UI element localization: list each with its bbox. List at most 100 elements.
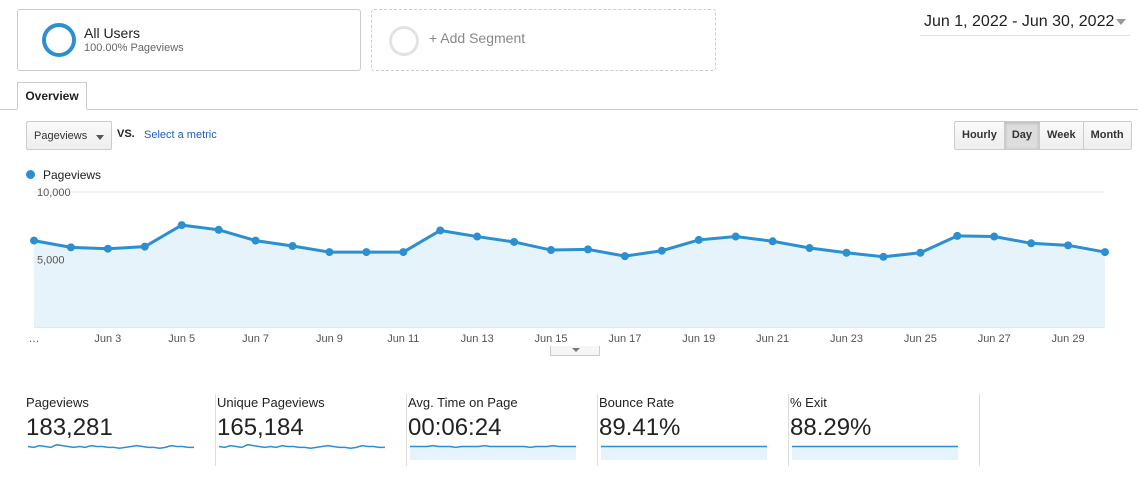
chart-legend: Pageviews <box>26 168 101 182</box>
add-segment-ring-icon <box>389 26 419 56</box>
summary-card-unique-pageviews[interactable]: Unique Pageviews 165,184 <box>217 392 407 470</box>
summary-value: 165,184 <box>217 414 304 441</box>
granularity-toggle: Hourly Day Week Month <box>954 121 1132 150</box>
summary-title: Unique Pageviews <box>217 395 325 410</box>
data-point <box>842 248 851 257</box>
granularity-day-button[interactable]: Day <box>1004 122 1041 149</box>
y-tick-label: 5,000 <box>37 255 65 267</box>
data-point <box>916 248 925 257</box>
date-range-picker[interactable]: Jun 1, 2022 - Jun 30, 2022 <box>920 12 1130 36</box>
sparkline-area <box>792 446 958 460</box>
x-tick-label: Jun 19 <box>682 333 715 345</box>
x-tick-label: Jun 3 <box>94 333 121 345</box>
x-tick-label: Jun 21 <box>756 333 789 345</box>
segment-ring-icon <box>42 23 76 57</box>
card-divider <box>406 394 407 466</box>
add-segment-button[interactable]: + Add Segment <box>371 9 716 71</box>
chevron-down-icon <box>96 135 104 140</box>
metric-dropdown[interactable]: Pageviews <box>26 121 112 150</box>
summary-title: % Exit <box>790 395 827 410</box>
sparkline <box>792 445 958 460</box>
sparkline <box>27 443 194 450</box>
x-tick-label: Jun 25 <box>904 333 937 345</box>
legend-dot-icon <box>26 170 35 179</box>
data-point <box>583 245 592 254</box>
metric-dropdown-label: Pageviews <box>34 130 88 142</box>
add-segment-label: + Add Segment <box>429 30 526 46</box>
select-metric-link[interactable]: Select a metric <box>144 129 217 141</box>
data-point <box>251 236 260 245</box>
data-point <box>1064 241 1073 250</box>
tab-overview[interactable]: Overview <box>17 82 87 110</box>
data-point <box>805 244 814 253</box>
x-tick-label: Jun 15 <box>535 333 568 345</box>
granularity-month-button[interactable]: Month <box>1083 122 1131 149</box>
collapse-chart-button[interactable] <box>550 346 600 356</box>
summary-card-pageviews[interactable]: Pageviews 183,281 <box>26 392 216 470</box>
data-point <box>953 231 962 240</box>
data-point <box>510 237 519 246</box>
data-point <box>325 248 334 257</box>
x-tick-label: Jun 27 <box>978 333 1011 345</box>
data-point <box>30 236 38 245</box>
sparkline-line <box>27 443 194 450</box>
card-divider <box>215 394 216 466</box>
tab-divider <box>0 109 1138 110</box>
x-tick-label: Jun 13 <box>461 333 494 345</box>
data-point <box>657 246 666 255</box>
card-divider <box>788 394 789 466</box>
x-tick-label: Jun 29 <box>1052 333 1085 345</box>
data-point <box>1027 239 1036 248</box>
y-tick-label: 10,000 <box>37 187 71 199</box>
summary-card-exit[interactable]: % Exit 88.29% <box>790 392 980 470</box>
x-tick-label: Jun 17 <box>608 333 641 345</box>
data-point <box>177 221 186 230</box>
summary-title: Pageviews <box>26 395 89 410</box>
data-point <box>214 225 223 234</box>
data-point <box>1101 248 1109 257</box>
summary-value: 183,281 <box>26 414 113 441</box>
sparkline <box>410 444 576 460</box>
chevron-down-icon <box>572 348 580 352</box>
data-point <box>768 237 777 246</box>
granularity-hourly-button[interactable]: Hourly <box>955 122 1005 149</box>
summary-value: 89.41% <box>599 414 681 441</box>
pageviews-chart: 10,000 5,000 … Jun 3 Jun 5 Jun 7 Jun 9 Jun 11 Ju… <box>29 187 1109 345</box>
sparkline-line <box>410 444 576 449</box>
summary-value: 88.29% <box>790 414 872 441</box>
data-point <box>103 244 112 253</box>
summary-value: 00:06:24 <box>408 414 502 441</box>
data-point <box>140 242 149 251</box>
granularity-week-button[interactable]: Week <box>1040 122 1084 149</box>
data-point <box>436 226 445 235</box>
summary-card-avg-time-on-page[interactable]: Avg. Time on Page 00:06:24 <box>408 392 598 470</box>
sparkline-line <box>218 443 385 450</box>
card-divider <box>979 394 980 466</box>
data-point <box>547 246 556 255</box>
x-tick-label: Jun 5 <box>168 333 195 345</box>
data-point <box>288 242 297 250</box>
data-point <box>66 243 75 252</box>
data-point <box>879 252 888 261</box>
x-tick-label: Jun 23 <box>830 333 863 345</box>
sparkline <box>218 443 385 450</box>
data-point <box>990 232 999 241</box>
summary-card-bounce-rate[interactable]: Bounce Rate 89.41% <box>599 392 789 470</box>
summary-title: Avg. Time on Page <box>408 395 518 410</box>
segment-all-users[interactable]: All Users 100.00% Pageviews <box>17 9 361 71</box>
vs-label: VS. <box>117 128 135 140</box>
x-tick-label: Jun 7 <box>242 333 269 345</box>
legend-label: Pageviews <box>43 168 102 182</box>
sparkline-area <box>410 445 576 460</box>
x-tick-label: Jun 11 <box>387 333 419 345</box>
pageviews-area <box>34 225 1105 327</box>
segment-subtitle: 100.00% Pageviews <box>84 42 184 54</box>
date-range-label: Jun 1, 2022 - Jun 30, 2022 <box>924 13 1115 30</box>
chevron-down-icon <box>1116 19 1126 25</box>
segment-title: All Users <box>84 25 141 41</box>
data-point <box>362 248 371 257</box>
x-tick-label: Jun 9 <box>316 333 343 345</box>
sparkline <box>601 445 767 460</box>
sparkline-area <box>601 446 767 460</box>
card-divider <box>597 394 598 466</box>
